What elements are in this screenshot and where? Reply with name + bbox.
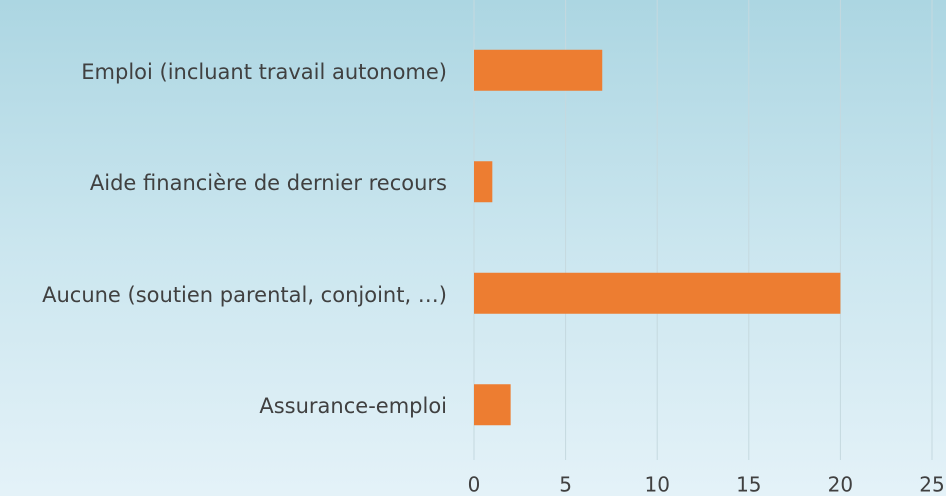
bar — [474, 49, 603, 91]
x-tick-label: 5 — [559, 473, 572, 496]
y-tick-label: Aide financière de dernier recours — [89, 171, 447, 196]
x-tick-label: 15 — [736, 473, 761, 496]
x-tick-label: 10 — [644, 473, 669, 496]
bar — [474, 161, 493, 203]
bar — [474, 384, 511, 426]
x-tick-label: 25 — [919, 473, 944, 496]
x-tick-label: 20 — [828, 473, 853, 496]
y-tick-label: Emploi (incluant travail autonome) — [81, 59, 447, 84]
y-tick-label: Aucune (soutien parental, conjoint, …) — [42, 282, 447, 307]
x-tick-label: 0 — [468, 473, 481, 496]
y-tick-label: Assurance-emploi — [259, 394, 447, 419]
bar — [474, 272, 841, 314]
